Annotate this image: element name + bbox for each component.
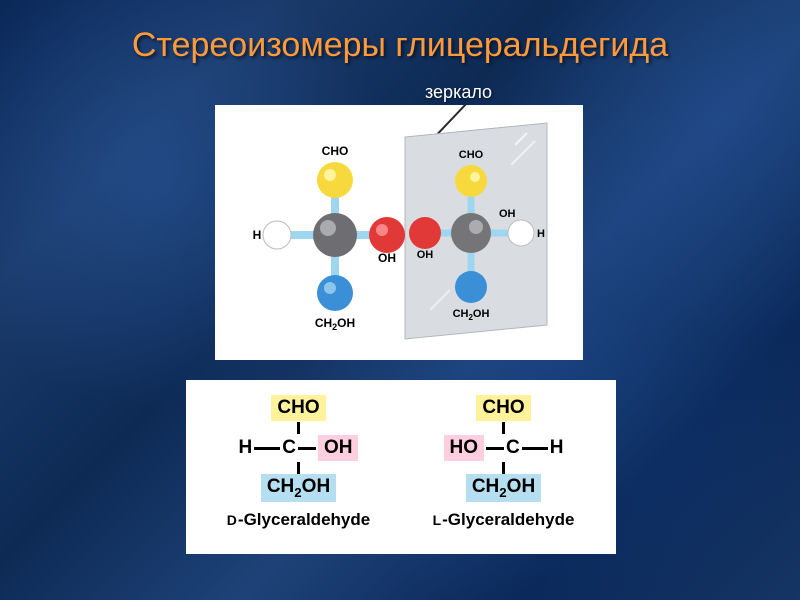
ch2oh-atom-r xyxy=(455,271,487,303)
oh-label-r: OH xyxy=(499,208,516,220)
slide-title: Стереоизомеры глицеральдегида xyxy=(0,26,800,65)
l-ho: HO xyxy=(444,435,485,461)
svg-text:OH: OH xyxy=(417,249,434,261)
cho-atom-r xyxy=(455,165,487,197)
l-ch2oh: CH2OH xyxy=(466,474,541,502)
mirror-svg: CHO H OH CH2OH CHO xyxy=(215,105,583,360)
left-molecule: CHO H OH CH2OH xyxy=(253,144,405,332)
h-label-r: H xyxy=(537,228,545,240)
d-cho: CHO xyxy=(271,395,325,421)
ch2oh-atom xyxy=(317,275,353,311)
d-oh: OH xyxy=(318,435,359,461)
d-h: H xyxy=(239,437,253,459)
oh-atom-r xyxy=(409,217,441,249)
carbon-atom-r xyxy=(451,213,491,253)
cho-label-r: CHO xyxy=(459,149,484,161)
h-label: H xyxy=(253,228,262,242)
cho-label: CHO xyxy=(322,144,349,158)
fischer-d: CHO H C OH CH2OH D-Glyceraldehyde xyxy=(204,394,394,546)
l-c: C xyxy=(506,437,520,459)
oh-label: OH xyxy=(378,251,396,265)
mirror-molecule-diagram: CHO H OH CH2OH CHO xyxy=(215,105,583,360)
cho-atom xyxy=(317,162,353,198)
ch2oh-label-left: CH2OH xyxy=(315,316,355,332)
l-name: L-Glyceraldehyde xyxy=(433,510,575,530)
oh-atom xyxy=(369,217,405,253)
l-cho: CHO xyxy=(476,395,530,421)
d-name: D-Glyceraldehyde xyxy=(227,510,370,530)
fischer-panel: CHO H C OH CH2OH D-Glyceraldehyde CHO HO xyxy=(186,380,616,554)
d-ch2oh: CH2OH xyxy=(261,474,336,502)
mirror-label: зеркало xyxy=(425,82,492,103)
h-atom xyxy=(263,221,291,249)
h-atom-r xyxy=(508,220,534,246)
carbon-atom xyxy=(313,213,357,257)
d-c: C xyxy=(282,437,296,459)
fischer-l: CHO HO C H CH2OH L-Glyceraldehyde xyxy=(409,394,599,546)
l-h: H xyxy=(550,437,564,459)
